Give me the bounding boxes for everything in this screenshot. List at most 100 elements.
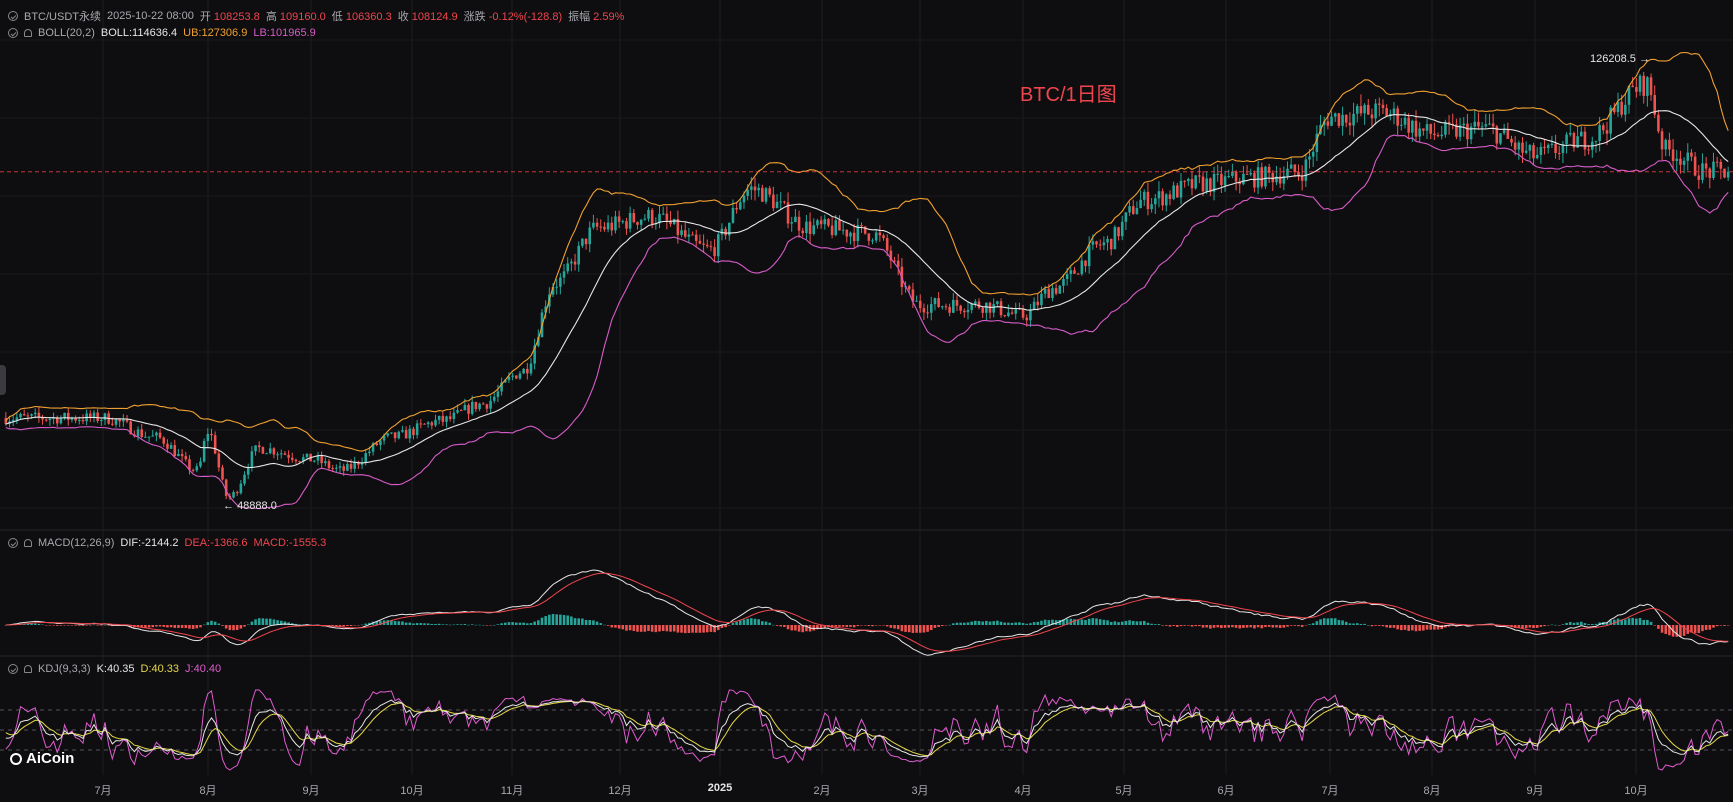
candle-body <box>911 289 915 302</box>
macd-histogram-bar <box>1128 620 1131 625</box>
macd-histogram-bar <box>878 625 882 626</box>
candle-body <box>1668 139 1671 150</box>
candle-body <box>867 233 871 241</box>
macd-histogram-bar <box>1572 622 1576 625</box>
macd-histogram-bar <box>375 621 379 625</box>
candle-body <box>1065 274 1069 280</box>
candle-body <box>1679 158 1682 165</box>
candle-body <box>1253 173 1256 188</box>
macd-histogram-bar <box>867 625 871 626</box>
macd-histogram-bar <box>1311 623 1315 625</box>
macd-histogram-bar <box>786 625 790 630</box>
low-label: 低 <box>331 11 343 23</box>
macd-histogram-bar <box>1723 625 1726 626</box>
candle-body <box>1146 191 1150 210</box>
macd-histogram-bar <box>1668 625 1671 636</box>
candle-body <box>812 225 816 234</box>
candle-body <box>1220 173 1223 186</box>
macd-histogram-bar <box>1043 619 1047 625</box>
macd-histogram-bar <box>44 625 48 626</box>
candle-body <box>614 216 617 231</box>
macd-histogram-bar <box>1414 625 1418 632</box>
candle-body <box>1209 178 1212 192</box>
candle-body <box>1616 101 1620 112</box>
change-label: 涨跌 <box>463 11 486 23</box>
macd-histogram-bar <box>294 623 298 625</box>
pane-collapse-handle[interactable] <box>0 365 6 395</box>
macd-histogram-bar <box>1216 625 1219 628</box>
candle-body <box>860 225 863 227</box>
macd-histogram-bar <box>434 623 437 625</box>
candle-body <box>158 432 162 438</box>
candle-body <box>474 401 478 410</box>
low-value: 106360.3 <box>345 11 392 23</box>
boll-settings-icon[interactable] <box>8 28 18 38</box>
candle-body <box>1462 123 1466 126</box>
macd-histogram-bar <box>988 621 992 625</box>
candle-body <box>375 443 379 446</box>
macd-histogram-bar <box>628 625 632 631</box>
candle-body <box>298 461 301 463</box>
kdj-k-line <box>5 699 1729 758</box>
candle-body <box>1521 142 1524 153</box>
candle-body <box>81 419 85 422</box>
candle-body <box>371 443 375 452</box>
candle-body <box>1183 180 1186 182</box>
candle-body <box>1491 123 1495 127</box>
candle-body <box>1495 126 1499 144</box>
macd-histogram-bar <box>551 613 555 625</box>
candle-body <box>481 403 485 405</box>
macd-name[interactable]: MACD(12,26,9) <box>38 537 115 549</box>
candle-body <box>739 202 742 210</box>
candle-body <box>922 308 926 313</box>
macd-histogram-bar <box>1433 625 1436 630</box>
macd-histogram-bar <box>742 619 746 625</box>
macd-histogram-bar <box>1363 623 1366 625</box>
macd-histogram-bar <box>48 625 52 626</box>
macd-histogram-bar <box>753 618 757 625</box>
candle-body <box>661 213 665 215</box>
macd-histogram-bar <box>896 625 900 630</box>
candle-body <box>257 445 261 448</box>
macd-histogram-bar <box>1249 625 1253 628</box>
macd-histogram-bar <box>397 621 401 625</box>
candle-body <box>1007 312 1010 317</box>
macd-histogram-bar <box>1220 625 1223 629</box>
macd-histogram-bar <box>492 624 496 626</box>
boll-name[interactable]: BOLL(20,2) <box>38 27 95 39</box>
macd-histogram-bar <box>529 623 533 625</box>
macd-histogram-bar <box>243 625 246 627</box>
macd-alert-icon[interactable] <box>24 539 32 547</box>
candle-body <box>1091 241 1095 245</box>
candle-body <box>305 453 309 458</box>
macd-histogram-bar <box>1609 620 1612 625</box>
x-tick-label: 4月 <box>1014 785 1032 797</box>
candle-body <box>1642 75 1645 96</box>
candle-body <box>162 437 166 444</box>
candle-body <box>419 423 423 425</box>
candle-body <box>974 301 977 304</box>
kdj-k-value: K:40.35 <box>96 663 135 675</box>
macd-histogram-bar <box>606 625 610 626</box>
kdj-name[interactable]: KDJ(9,3,3) <box>38 663 91 675</box>
candle-body <box>1660 131 1664 150</box>
candle-body <box>224 479 228 496</box>
boll-alert-icon[interactable] <box>24 29 32 37</box>
candle-body <box>294 459 298 462</box>
candle-body <box>849 232 852 237</box>
macd-histogram-bar <box>636 625 639 632</box>
kdj-alert-icon[interactable] <box>24 665 32 673</box>
settings-toggle-icon[interactable] <box>8 11 18 21</box>
candle-body <box>1043 288 1047 294</box>
macd-histogram-bar <box>166 625 169 628</box>
candle-body <box>1337 113 1341 126</box>
macd-histogram-bar <box>1370 625 1374 627</box>
macd-settings-icon[interactable] <box>8 538 18 548</box>
candle-body <box>1506 129 1510 139</box>
kdj-settings-icon[interactable] <box>8 664 18 674</box>
candle-body <box>507 376 511 381</box>
candle-body <box>1535 154 1539 159</box>
candle-body <box>1227 176 1231 178</box>
macd-histogram-bar <box>1591 623 1594 625</box>
macd-histogram-bar <box>426 623 430 625</box>
